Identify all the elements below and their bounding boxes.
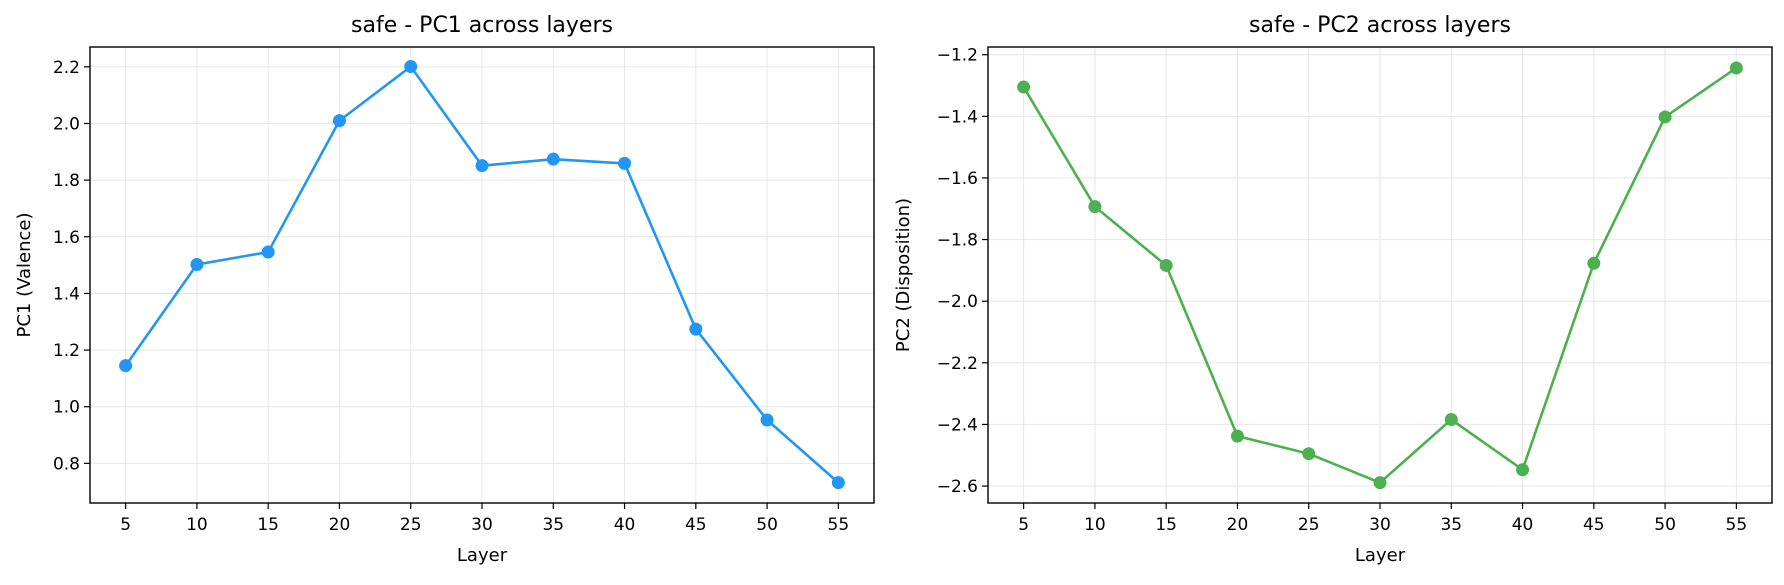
x-tick-label: 15 — [1155, 515, 1177, 535]
data-point — [1017, 80, 1031, 94]
data-point — [1444, 413, 1458, 427]
data-point — [618, 156, 632, 170]
data-point — [1088, 200, 1102, 214]
data-point — [831, 476, 845, 490]
chart-panel-2: 5 10 15 20 25 30 35 40 45 50 55 −2.6 −2.4 −2.2 −2.0 −1.… — [893, 13, 1773, 566]
x-tick-label: 30 — [1369, 515, 1391, 535]
y-tick-label: 2.2 — [53, 58, 80, 78]
y-tick-label: −2.6 — [937, 477, 978, 497]
data-point — [1230, 429, 1244, 443]
data-point — [1373, 476, 1387, 490]
grid — [988, 47, 1772, 503]
data-point — [546, 152, 560, 166]
x-tick-label: 45 — [1583, 515, 1605, 535]
y-tick-label: −1.8 — [937, 231, 978, 251]
x-axis-label: Layer — [457, 545, 508, 566]
x-tick-label: 40 — [1512, 515, 1534, 535]
y-tick-label: −2.0 — [937, 292, 978, 312]
x-tick-label: 40 — [614, 515, 636, 535]
x-tick-label: 15 — [257, 515, 279, 535]
data-point — [1587, 256, 1601, 270]
x-tick-label: 35 — [542, 515, 564, 535]
x-tick-label: 10 — [1084, 515, 1106, 535]
x-axis-label: Layer — [1355, 545, 1406, 566]
x-tick-label: 35 — [1440, 515, 1462, 535]
y-axis-label: PC2 (Disposition) — [893, 198, 914, 352]
y-tick-label: 1.0 — [53, 398, 80, 418]
y-tick-label: −1.2 — [937, 46, 978, 66]
data-point — [1159, 258, 1173, 272]
x-tick-label: 55 — [828, 515, 850, 535]
grid — [90, 47, 874, 503]
data-point — [261, 245, 275, 259]
x-tick-label: 25 — [1298, 515, 1320, 535]
y-tick-label: 1.6 — [53, 228, 80, 248]
y-tick-label: 1.8 — [53, 171, 80, 191]
x-tick-label: 55 — [1726, 515, 1748, 535]
x-tick-label: 50 — [1654, 515, 1676, 535]
y-tick-label: 2.0 — [53, 114, 80, 134]
data-point — [404, 60, 418, 74]
x-tick-label: 25 — [400, 515, 422, 535]
data-point — [1658, 110, 1672, 124]
x-tick-label: 10 — [186, 515, 208, 535]
data-point — [190, 258, 204, 272]
y-tick-label: −2.2 — [937, 354, 978, 374]
y-tick-label: 0.8 — [53, 454, 80, 474]
x-tick-label: 5 — [120, 515, 131, 535]
x-tick-label: 20 — [329, 515, 351, 535]
x-tick-label: 20 — [1227, 515, 1249, 535]
y-tick-label: −1.6 — [937, 169, 978, 189]
chart-panel-1: 5 10 15 20 25 30 35 40 45 50 55 0.8 1.0 1.2 1.4 1.6 1.8 2… — [14, 13, 875, 566]
y-tick-label: −2.4 — [937, 415, 978, 435]
y-tick-label: 1.2 — [53, 341, 80, 361]
x-tick-label: 50 — [756, 515, 778, 535]
data-point — [475, 159, 489, 173]
chart-title: safe - PC2 across layers — [1249, 13, 1511, 38]
x-tick-label: 45 — [685, 515, 707, 535]
x-tick-label: 5 — [1018, 515, 1029, 535]
y-axis-label: PC1 (Valence) — [14, 212, 35, 337]
chart-title: safe - PC1 across layers — [351, 13, 613, 38]
data-point — [332, 114, 346, 128]
data-point — [760, 413, 774, 427]
y-tick-label: −1.4 — [937, 107, 978, 127]
data-point — [1516, 463, 1530, 477]
y-tick-label: 1.4 — [53, 284, 80, 304]
data-point — [1302, 447, 1316, 461]
data-point — [1729, 61, 1743, 75]
x-tick-label: 30 — [471, 515, 493, 535]
data-point — [689, 322, 703, 336]
data-point — [119, 359, 133, 373]
